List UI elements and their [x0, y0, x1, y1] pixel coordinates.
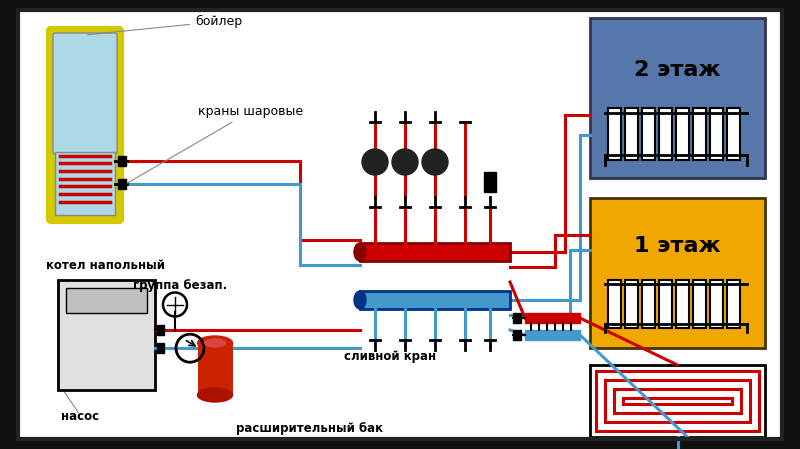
Bar: [710, 280, 723, 328]
Text: котел напольный: котел напольный: [46, 259, 165, 272]
Text: группа безап.: группа безап.: [133, 279, 227, 292]
Bar: [157, 325, 164, 335]
Bar: [484, 172, 496, 192]
Ellipse shape: [354, 291, 366, 309]
Bar: [66, 288, 147, 313]
Bar: [360, 243, 510, 261]
Bar: [693, 108, 706, 160]
Bar: [625, 108, 638, 160]
Text: бойлер: бойлер: [88, 15, 242, 35]
Bar: [623, 398, 732, 404]
Bar: [513, 313, 521, 323]
Circle shape: [422, 149, 448, 175]
Ellipse shape: [205, 339, 226, 347]
Text: сливной кран: сливной кран: [344, 350, 436, 363]
Bar: [608, 280, 621, 328]
Bar: [513, 330, 521, 340]
Circle shape: [392, 149, 418, 175]
Text: краны шаровые: краны шаровые: [127, 105, 303, 183]
Bar: [625, 280, 638, 328]
FancyBboxPatch shape: [53, 33, 117, 154]
Bar: [659, 108, 672, 160]
Bar: [693, 280, 706, 328]
Text: 2 этаж: 2 этаж: [634, 60, 721, 80]
Bar: [642, 108, 655, 160]
Bar: [157, 343, 164, 353]
Bar: [676, 280, 689, 328]
Ellipse shape: [354, 243, 366, 261]
Bar: [614, 389, 741, 413]
Circle shape: [362, 149, 388, 175]
Bar: [525, 330, 580, 340]
Bar: [659, 280, 672, 328]
Ellipse shape: [198, 388, 233, 402]
FancyBboxPatch shape: [48, 28, 122, 222]
Bar: [118, 180, 126, 189]
Bar: [710, 108, 723, 160]
Bar: [596, 371, 759, 431]
Bar: [118, 156, 126, 166]
Text: 1 этаж: 1 этаж: [634, 236, 721, 256]
Bar: [55, 152, 115, 215]
Bar: [642, 280, 655, 328]
Bar: [590, 365, 765, 437]
Bar: [676, 108, 689, 160]
Bar: [590, 18, 765, 178]
Bar: [727, 280, 740, 328]
Text: расширительный бак: расширительный бак: [237, 422, 383, 435]
Bar: [727, 108, 740, 160]
Bar: [608, 108, 621, 160]
Bar: [360, 291, 510, 309]
Ellipse shape: [198, 336, 233, 350]
Bar: [198, 343, 233, 395]
Text: насос: насос: [61, 410, 99, 423]
Bar: [58, 280, 155, 390]
Bar: [525, 313, 580, 323]
Bar: [605, 380, 750, 422]
Bar: [590, 198, 765, 348]
